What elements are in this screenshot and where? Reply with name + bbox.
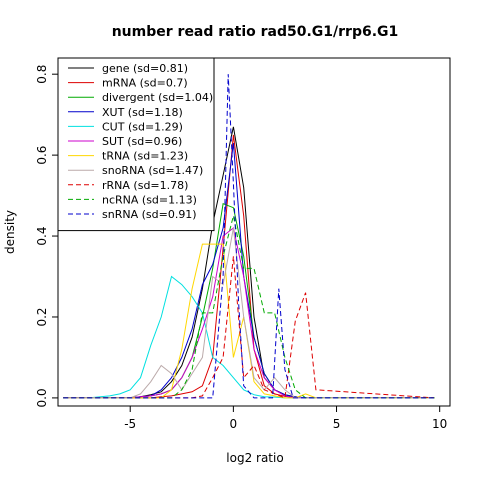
- legend-label-1: mRNA (sd=0.7): [102, 77, 188, 90]
- series-line-7: [63, 227, 435, 399]
- series-line-3: [63, 142, 435, 399]
- x-axis: -5 0 5 10: [124, 406, 447, 431]
- legend-label-2: divergent (sd=1.04): [102, 91, 213, 104]
- y-tick-label-0: 0.0: [35, 388, 49, 407]
- series-line-9: [63, 215, 435, 399]
- x-axis-label: log2 ratio: [226, 451, 283, 465]
- y-axis-label: density: [3, 210, 17, 254]
- y-tick-label-3: 0.6: [35, 146, 49, 165]
- series-line-4: [63, 275, 435, 399]
- legend-label-4: CUT (sd=1.29): [102, 120, 183, 133]
- series-line-8: [63, 256, 435, 399]
- chart-title: number read ratio rad50.G1/rrp6.G1: [112, 24, 399, 40]
- series-line-10: [63, 74, 435, 399]
- legend: gene (sd=0.81) mRNA (sd=0.7)divergent (sd…: [57, 57, 215, 232]
- legend-label-7: snoRNA (sd=1.47): [102, 164, 203, 177]
- y-tick-label-2: 0.4: [35, 226, 49, 245]
- legend-label-8: rRNA (sd=1.78): [102, 179, 188, 192]
- plot-frame: [57, 57, 451, 407]
- legend-label-9: ncRNA (sd=1.13): [102, 193, 197, 206]
- y-tick-label-4: 0.8: [35, 65, 49, 84]
- legend-box: [57, 57, 215, 232]
- legend-label-0: gene (sd=0.81): [102, 62, 188, 75]
- x-tick-label-1: 0: [230, 417, 238, 431]
- legend-label-5: SUT (sd=0.96): [102, 135, 182, 148]
- x-tick-label-0: -5: [124, 417, 136, 431]
- y-tick-label-1: 0.2: [35, 307, 49, 326]
- legend-label-6: tRNA (sd=1.23): [102, 150, 188, 163]
- plot-lines: [63, 74, 435, 399]
- y-axis: 0.0 0.2 0.4 0.6 0.8: [35, 65, 58, 407]
- legend-label-3: XUT (sd=1.18): [102, 106, 183, 119]
- legend-label-10: snRNA (sd=0.91): [102, 208, 197, 221]
- x-tick-label-2: 5: [333, 417, 341, 431]
- series-line-5: [63, 227, 435, 399]
- x-tick-label-3: 10: [432, 417, 447, 431]
